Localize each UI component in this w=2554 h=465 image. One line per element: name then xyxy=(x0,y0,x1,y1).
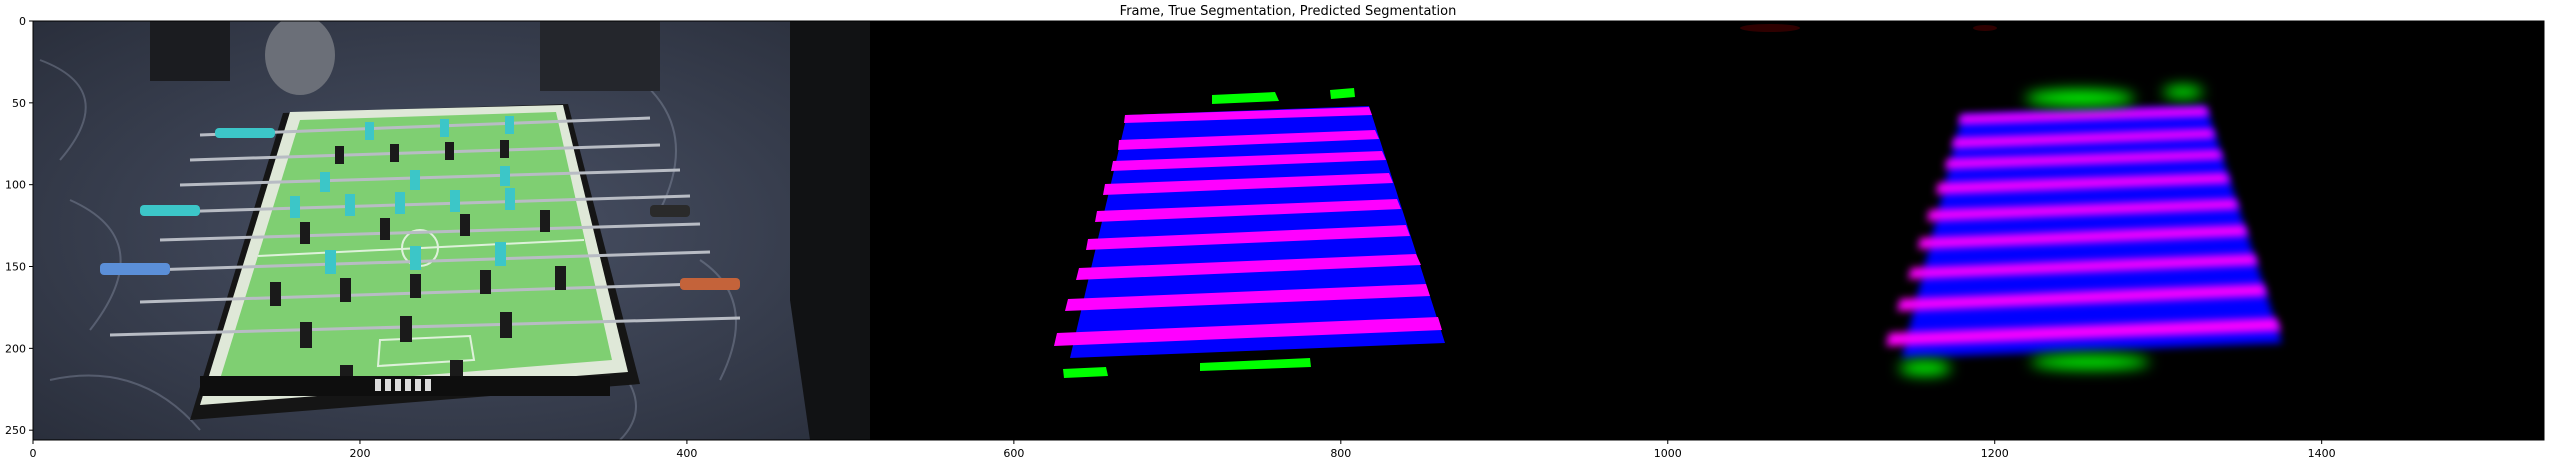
y-tick-label: 250 xyxy=(5,424,26,437)
x-tick-label: 800 xyxy=(1330,447,1351,460)
x-tick-label: 1400 xyxy=(2308,447,2336,460)
y-axis: 0 50 100 150 200 250 xyxy=(5,15,33,437)
axes-frame xyxy=(32,20,2545,441)
y-tick-label: 50 xyxy=(12,97,26,110)
x-tick-label: 200 xyxy=(349,447,370,460)
y-tick-label: 100 xyxy=(5,179,26,192)
y-tick-label: 0 xyxy=(19,15,26,28)
x-axis: 0 200 400 600 800 1000 1200 1400 xyxy=(30,440,2336,460)
x-tick-label: 0 xyxy=(30,447,37,460)
x-tick-label: 1200 xyxy=(1981,447,2009,460)
panel-predicted-segmentation xyxy=(1707,21,2544,440)
y-tick-label: 150 xyxy=(5,261,26,274)
x-tick-label: 1000 xyxy=(1654,447,1682,460)
x-tick-label: 600 xyxy=(1003,447,1024,460)
panel-frame xyxy=(33,21,870,440)
figure-title: Frame, True Segmentation, Predicted Segm… xyxy=(1120,4,1457,19)
y-tick-label: 200 xyxy=(5,342,26,355)
panel-true-segmentation xyxy=(870,21,1707,440)
x-tick-label: 400 xyxy=(676,447,697,460)
